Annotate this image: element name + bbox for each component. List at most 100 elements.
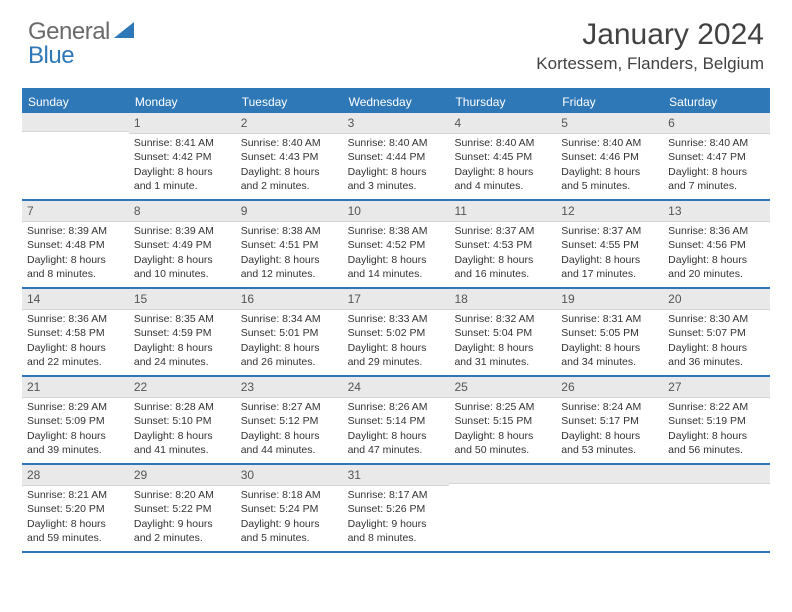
day-number: 25 [449,377,556,398]
day-cell: 5Sunrise: 8:40 AMSunset: 4:46 PMDaylight… [556,113,663,199]
day-cell: 21Sunrise: 8:29 AMSunset: 5:09 PMDayligh… [22,377,129,463]
day-body: Sunrise: 8:27 AMSunset: 5:12 PMDaylight:… [236,398,343,462]
day-number: 3 [343,113,450,134]
daylight-line: Daylight: 8 hours and 22 minutes. [27,341,124,369]
daylight-line: Daylight: 9 hours and 2 minutes. [134,517,231,545]
dayname-saturday: Saturday [663,90,770,113]
daylight-line: Daylight: 8 hours and 7 minutes. [668,165,765,193]
day-body: Sunrise: 8:40 AMSunset: 4:46 PMDaylight:… [556,134,663,198]
day-number: 18 [449,289,556,310]
title-block: January 2024 Kortessem, Flanders, Belgiu… [536,18,764,74]
sunrise-line: Sunrise: 8:40 AM [241,136,338,150]
day-number: 2 [236,113,343,134]
day-body: Sunrise: 8:38 AMSunset: 4:51 PMDaylight:… [236,222,343,286]
daylight-line: Daylight: 8 hours and 10 minutes. [134,253,231,281]
sunrise-line: Sunrise: 8:20 AM [134,488,231,502]
day-number: 11 [449,201,556,222]
day-cell: 4Sunrise: 8:40 AMSunset: 4:45 PMDaylight… [449,113,556,199]
sunrise-line: Sunrise: 8:41 AM [134,136,231,150]
sunrise-line: Sunrise: 8:36 AM [27,312,124,326]
sunrise-line: Sunrise: 8:28 AM [134,400,231,414]
sunset-line: Sunset: 5:24 PM [241,502,338,516]
day-cell [22,113,129,199]
day-number: 30 [236,465,343,486]
daylight-line: Daylight: 8 hours and 39 minutes. [27,429,124,457]
day-cell: 11Sunrise: 8:37 AMSunset: 4:53 PMDayligh… [449,201,556,287]
day-body: Sunrise: 8:33 AMSunset: 5:02 PMDaylight:… [343,310,450,374]
day-body: Sunrise: 8:40 AMSunset: 4:44 PMDaylight:… [343,134,450,198]
sunset-line: Sunset: 4:45 PM [454,150,551,164]
day-body: Sunrise: 8:18 AMSunset: 5:24 PMDaylight:… [236,486,343,550]
sunset-line: Sunset: 4:59 PM [134,326,231,340]
sunrise-line: Sunrise: 8:38 AM [348,224,445,238]
day-number: 16 [236,289,343,310]
daylight-line: Daylight: 9 hours and 5 minutes. [241,517,338,545]
day-cell: 12Sunrise: 8:37 AMSunset: 4:55 PMDayligh… [556,201,663,287]
sunset-line: Sunset: 5:20 PM [27,502,124,516]
day-cell: 29Sunrise: 8:20 AMSunset: 5:22 PMDayligh… [129,465,236,551]
day-number: 1 [129,113,236,134]
day-number: 9 [236,201,343,222]
day-body: Sunrise: 8:36 AMSunset: 4:58 PMDaylight:… [22,310,129,374]
day-cell: 16Sunrise: 8:34 AMSunset: 5:01 PMDayligh… [236,289,343,375]
daylight-line: Daylight: 8 hours and 47 minutes. [348,429,445,457]
sunrise-line: Sunrise: 8:40 AM [561,136,658,150]
sunset-line: Sunset: 4:53 PM [454,238,551,252]
day-cell: 27Sunrise: 8:22 AMSunset: 5:19 PMDayligh… [663,377,770,463]
day-body: Sunrise: 8:21 AMSunset: 5:20 PMDaylight:… [22,486,129,550]
sunset-line: Sunset: 4:56 PM [668,238,765,252]
daylight-line: Daylight: 8 hours and 17 minutes. [561,253,658,281]
sunrise-line: Sunrise: 8:32 AM [454,312,551,326]
daylight-line: Daylight: 8 hours and 50 minutes. [454,429,551,457]
day-cell: 13Sunrise: 8:36 AMSunset: 4:56 PMDayligh… [663,201,770,287]
day-body: Sunrise: 8:35 AMSunset: 4:59 PMDaylight:… [129,310,236,374]
sunrise-line: Sunrise: 8:39 AM [27,224,124,238]
day-body: Sunrise: 8:26 AMSunset: 5:14 PMDaylight:… [343,398,450,462]
calendar-header-row: SundayMondayTuesdayWednesdayThursdayFrid… [22,90,770,113]
week-row: 21Sunrise: 8:29 AMSunset: 5:09 PMDayligh… [22,377,770,465]
day-number: 5 [556,113,663,134]
logo-text-blue: Blue [28,42,74,69]
day-number: 14 [22,289,129,310]
day-number: 26 [556,377,663,398]
day-body: Sunrise: 8:40 AMSunset: 4:45 PMDaylight:… [449,134,556,198]
day-cell: 19Sunrise: 8:31 AMSunset: 5:05 PMDayligh… [556,289,663,375]
day-body: Sunrise: 8:29 AMSunset: 5:09 PMDaylight:… [22,398,129,462]
sunset-line: Sunset: 5:07 PM [668,326,765,340]
daylight-line: Daylight: 9 hours and 8 minutes. [348,517,445,545]
day-cell: 20Sunrise: 8:30 AMSunset: 5:07 PMDayligh… [663,289,770,375]
day-number: 12 [556,201,663,222]
day-cell: 10Sunrise: 8:38 AMSunset: 4:52 PMDayligh… [343,201,450,287]
daylight-line: Daylight: 8 hours and 4 minutes. [454,165,551,193]
sunset-line: Sunset: 5:26 PM [348,502,445,516]
day-number: 19 [556,289,663,310]
day-body: Sunrise: 8:34 AMSunset: 5:01 PMDaylight:… [236,310,343,374]
dayname-wednesday: Wednesday [343,90,450,113]
day-number: 8 [129,201,236,222]
daylight-line: Daylight: 8 hours and 14 minutes. [348,253,445,281]
sunset-line: Sunset: 4:47 PM [668,150,765,164]
day-body: Sunrise: 8:17 AMSunset: 5:26 PMDaylight:… [343,486,450,550]
sunrise-line: Sunrise: 8:40 AM [454,136,551,150]
day-number: 15 [129,289,236,310]
day-number: 28 [22,465,129,486]
week-row: 1Sunrise: 8:41 AMSunset: 4:42 PMDaylight… [22,113,770,201]
sunrise-line: Sunrise: 8:36 AM [668,224,765,238]
day-body: Sunrise: 8:31 AMSunset: 5:05 PMDaylight:… [556,310,663,374]
sunset-line: Sunset: 4:44 PM [348,150,445,164]
sunrise-line: Sunrise: 8:38 AM [241,224,338,238]
day-body: Sunrise: 8:37 AMSunset: 4:55 PMDaylight:… [556,222,663,286]
sunset-line: Sunset: 5:09 PM [27,414,124,428]
day-cell: 18Sunrise: 8:32 AMSunset: 5:04 PMDayligh… [449,289,556,375]
day-cell: 1Sunrise: 8:41 AMSunset: 4:42 PMDaylight… [129,113,236,199]
sunrise-line: Sunrise: 8:37 AM [561,224,658,238]
day-number [22,113,129,132]
daylight-line: Daylight: 8 hours and 41 minutes. [134,429,231,457]
day-number [663,465,770,484]
month-title: January 2024 [536,18,764,52]
daylight-line: Daylight: 8 hours and 2 minutes. [241,165,338,193]
sunset-line: Sunset: 4:46 PM [561,150,658,164]
sunrise-line: Sunrise: 8:18 AM [241,488,338,502]
day-cell: 24Sunrise: 8:26 AMSunset: 5:14 PMDayligh… [343,377,450,463]
day-number: 29 [129,465,236,486]
